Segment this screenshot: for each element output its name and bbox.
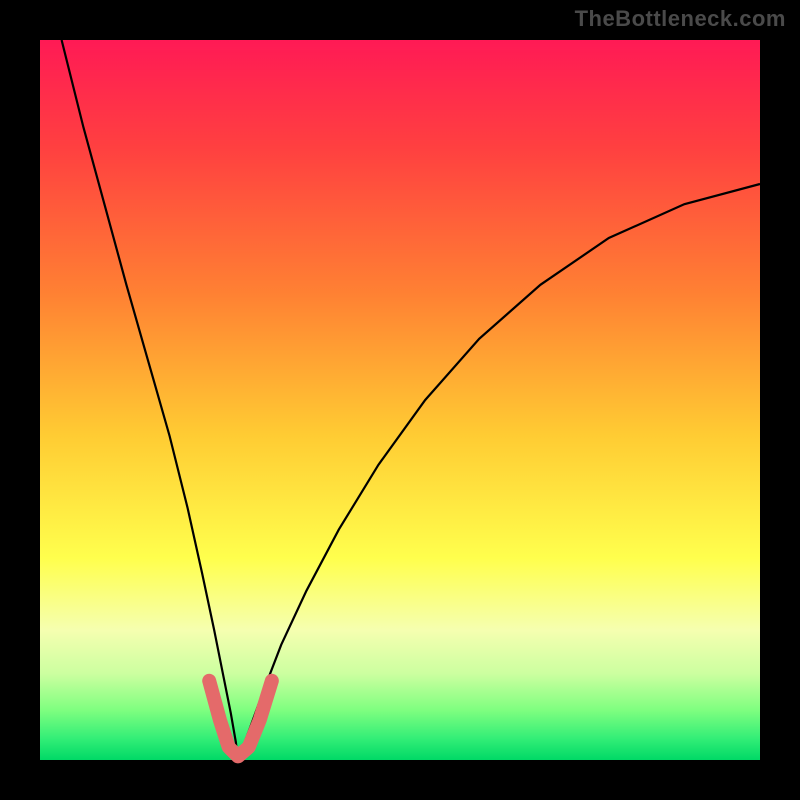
chart-svg <box>0 0 800 800</box>
chart-container: TheBottleneck.com <box>0 0 800 800</box>
plot-area <box>40 40 760 760</box>
watermark-text: TheBottleneck.com <box>575 6 786 32</box>
